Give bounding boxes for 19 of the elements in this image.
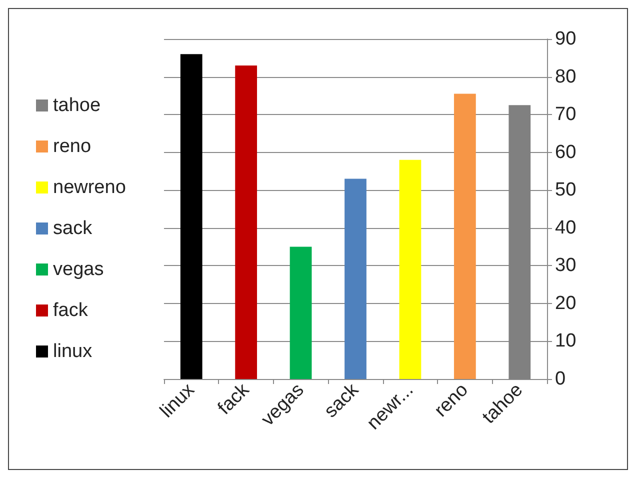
y-tick-label: 30 (555, 255, 576, 276)
x-tick-label: fack (214, 379, 254, 420)
legend-label: newreno (53, 177, 126, 198)
y-tick-label: 20 (555, 292, 576, 314)
legend-label: sack (53, 218, 93, 239)
legend-label: tahoe (53, 95, 101, 116)
y-tick-label: 80 (555, 66, 576, 88)
legend-label: reno (53, 136, 92, 157)
y-tick-label: 70 (555, 104, 576, 126)
legend-label: fack (53, 300, 88, 321)
y-tick-label: 0 (555, 368, 566, 390)
legend-label: vegas (53, 259, 104, 280)
y-tick-label: 10 (555, 330, 576, 352)
y-tick-label: 40 (555, 217, 576, 238)
y-tick-label: 90 (555, 28, 576, 50)
x-tick-label: reno (430, 380, 472, 422)
legend-label: linux (53, 341, 93, 362)
y-tick-label: 50 (555, 180, 576, 201)
y-tick-label: 60 (555, 142, 576, 163)
